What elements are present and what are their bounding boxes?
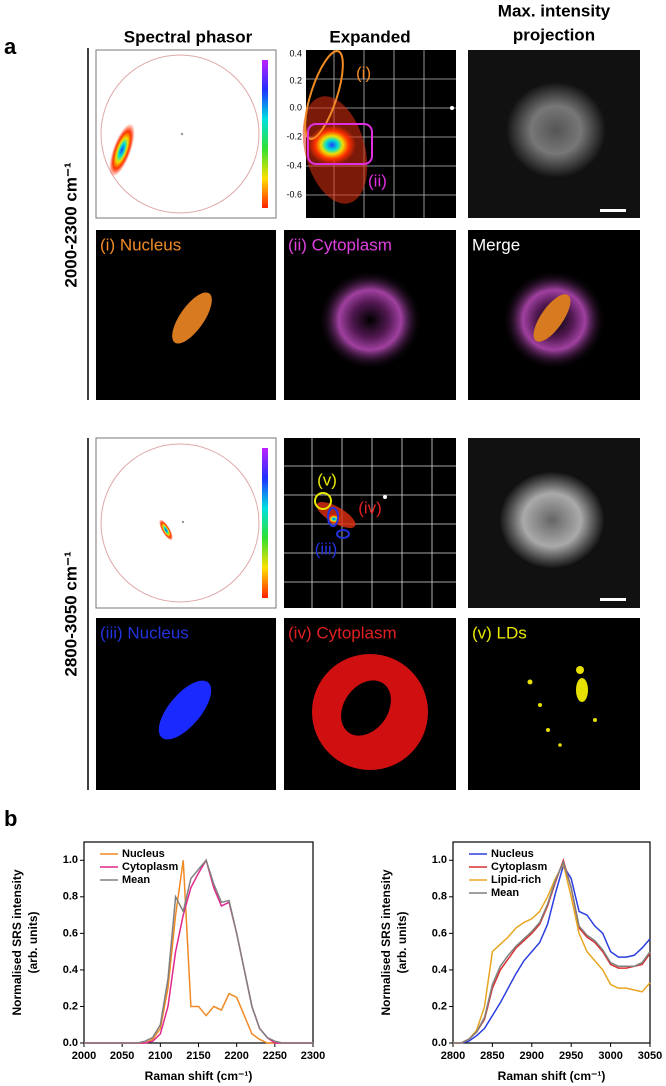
y-tick-label: 0.8 [432,891,447,903]
axis-tick-label: 0.4 [289,48,302,58]
y-tick-label: 1.0 [63,854,78,866]
row-label: 2000-2300 cm⁻¹ [61,162,80,288]
x-tick-label: 3000 [598,1050,622,1062]
y-tick-label: 0.0 [63,1037,78,1049]
y-tick-label: 0.2 [432,1000,447,1012]
column-header: projection [513,25,595,44]
x-tick-label: 2150 [186,1050,210,1062]
data-line [84,858,313,1044]
caption: Merge [472,235,520,254]
expanded-plot: (i) (ii) 0.4 0.2 0.0 -0.2 -0.4 -0.6 [284,48,456,218]
microscopy-image: (iv) Cytoplasm [284,618,456,790]
data-line [84,858,313,1044]
data-line [84,860,313,1044]
microscopy-image: (v) LDs [468,618,640,790]
y-tick-label: 0.4 [432,964,448,976]
column-header: Max. intensity [498,1,611,20]
legend-label: Nucleus [491,848,534,860]
y-tick-label: 0.0 [432,1037,447,1049]
y-axis-label: Normalised SRS intensity [379,869,393,1015]
caption: (i) Nucleus [100,235,181,254]
x-tick-label: 2200 [224,1050,248,1062]
caption: (v) LDs [472,623,527,642]
data-line [453,861,651,1044]
annotation: (i) [356,63,371,82]
caption: (iii) Nucleus [100,623,189,642]
x-tick-label: 2250 [263,1050,287,1062]
x-tick-label: 2100 [148,1050,172,1062]
expanded-plot: (v) (iv) (iii) [284,438,456,608]
row-label: 2800-3050 cm⁻¹ [61,551,80,677]
axis-tick-label: -0.4 [286,160,302,170]
x-tick-label: 2950 [559,1050,583,1062]
y-tick-label: 0.4 [63,964,79,976]
y-tick-label: 0.8 [63,891,78,903]
x-tick-label: 3050 [638,1050,662,1062]
y-tick-label: 0.6 [432,927,447,939]
x-tick-label: 2050 [110,1050,134,1062]
x-tick-label: 2850 [480,1050,504,1062]
phasor-plot [95,437,277,609]
microscopy-image: Merge [468,230,640,400]
axis-tick-label: 0.2 [289,75,302,85]
microscopy-image: (i) Nucleus [96,230,276,400]
legend-label: Nucleus [122,848,165,860]
x-tick-label: 2300 [301,1050,325,1062]
axis-tick-label: -0.6 [286,189,302,199]
microscopy-image: (iii) Nucleus [96,618,276,790]
annotation: (v) [317,470,337,489]
annotation: (ii) [368,171,387,190]
annotation: (iii) [315,539,338,558]
x-axis-label: Raman shift (cm⁻¹) [498,1069,606,1083]
y-tick-label: 0.2 [63,1000,78,1012]
caption: (ii) Cytoplasm [288,235,392,254]
x-tick-label: 2000 [72,1050,96,1062]
x-tick-label: 2800 [441,1050,465,1062]
y-tick-label: 0.6 [63,927,78,939]
axis-tick-label: -0.2 [286,131,302,141]
plot-frame [452,841,651,1044]
data-line [453,863,651,1044]
panel-label: a [4,34,17,59]
x-axis-label: Raman shift (cm⁻¹) [145,1069,253,1083]
y-axis-label: (arb. units) [395,911,409,973]
legend-label: Mean [491,887,519,899]
annotation: (iv) [358,498,382,517]
legend-label: Mean [122,874,150,886]
y-axis-label: (arb. units) [26,911,40,973]
phasor-plot [95,49,277,219]
legend-label: Lipid-rich [491,874,541,886]
y-axis-label: Normalised SRS intensity [10,869,24,1015]
data-line [453,859,651,1044]
column-header: Expanded [329,27,410,46]
caption: (iv) Cytoplasm [288,623,397,642]
column-header: Spectral phasor [124,27,253,46]
axis-tick-label: 0.0 [289,102,302,112]
microscopy-image [468,438,640,608]
microscopy-image: (ii) Cytoplasm [284,230,456,400]
legend-label: Cytoplasm [122,861,178,873]
legend-label: Cytoplasm [491,861,547,873]
x-tick-label: 2900 [520,1050,544,1062]
panel-label: b [4,806,17,831]
y-tick-label: 1.0 [432,854,447,866]
microscopy-image [468,50,640,218]
